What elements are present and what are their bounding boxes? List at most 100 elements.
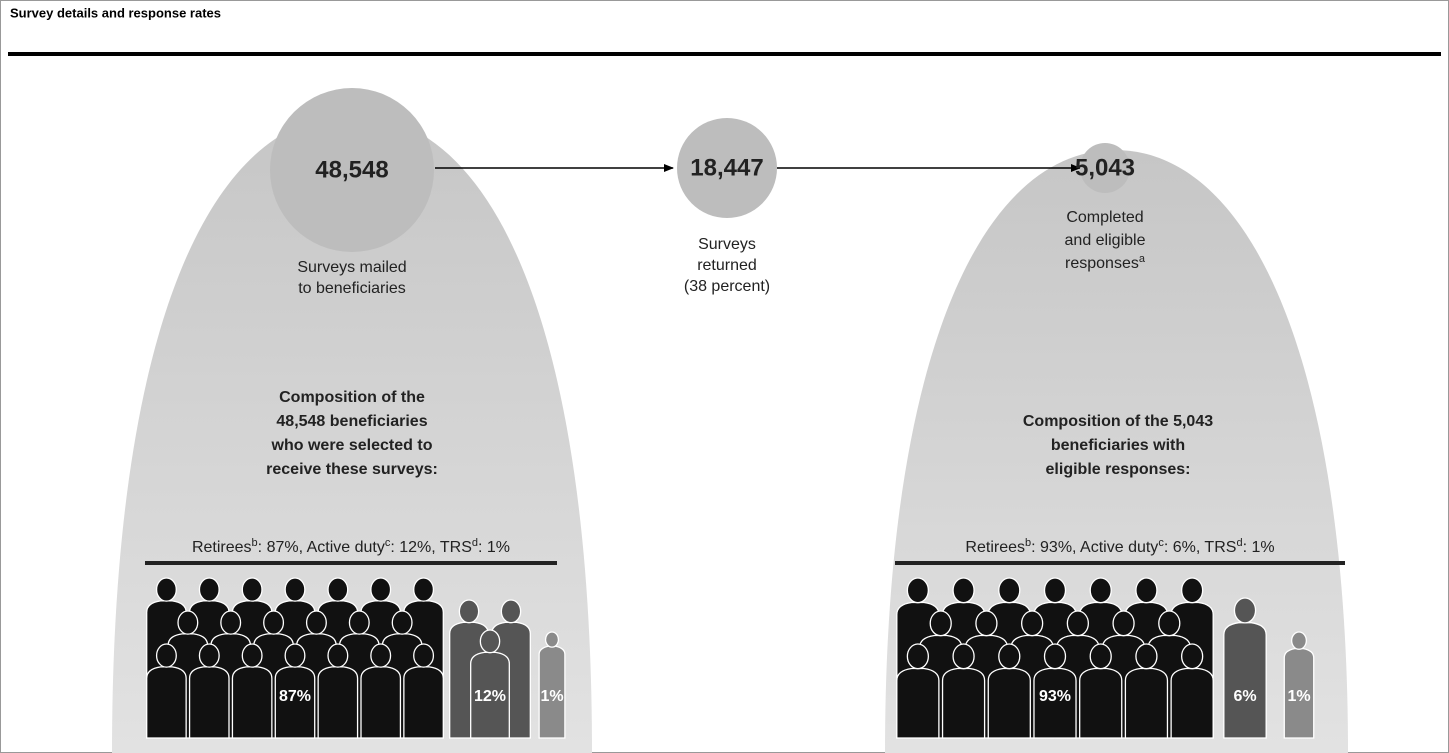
person-group <box>1223 597 1267 739</box>
person-head <box>391 610 413 635</box>
stage-label: responsesa <box>1065 253 1146 272</box>
breakdown-text: : 6%, TRS <box>1164 539 1237 556</box>
breakdown-text: : 1% <box>1243 539 1275 556</box>
breakdown-text: : 93%, Active duty <box>1031 539 1158 556</box>
person-head <box>1043 643 1067 670</box>
person <box>1033 667 1077 739</box>
stage-label-text: to beneficiaries <box>298 280 406 297</box>
group-percent: 87% <box>279 688 311 705</box>
person-group <box>449 599 531 739</box>
person-head <box>1066 610 1089 637</box>
composition-breakdown: Retireesb: 93%, Active dutyc: 6%, TRSd: … <box>965 537 1274 556</box>
footnote-mark: d <box>472 537 478 549</box>
breakdown-text: Retirees <box>192 539 252 556</box>
stage-label: Surveys <box>698 236 756 253</box>
person-head <box>198 643 220 668</box>
person <box>987 667 1031 739</box>
stage-circle <box>677 118 777 218</box>
person-head <box>906 577 929 604</box>
stage-circle <box>1080 143 1130 193</box>
stage-label: returned <box>697 257 757 274</box>
person-group <box>896 577 1214 739</box>
person-head <box>327 643 349 668</box>
person <box>146 666 187 739</box>
person <box>1170 667 1214 739</box>
group-percent: 93% <box>1039 688 1071 705</box>
stage-label-text: responses <box>1065 255 1139 272</box>
person <box>1124 667 1169 739</box>
right-dome <box>885 150 1348 753</box>
stage-label: and eligible <box>1065 232 1146 249</box>
person-head <box>155 643 177 668</box>
person-head <box>1135 643 1158 670</box>
person-head <box>305 610 327 635</box>
person-head <box>1089 643 1112 670</box>
footnote-mark: a <box>1139 253 1146 265</box>
group-percent: 6% <box>1233 688 1256 705</box>
composition-heading: Composition of the <box>279 389 425 406</box>
footnote-mark: c <box>1158 537 1164 549</box>
person-head <box>1135 577 1158 604</box>
stage-label: Surveys mailed <box>297 259 406 276</box>
person-head <box>500 599 522 624</box>
person-head <box>1043 577 1067 604</box>
composition-rule <box>895 561 1345 565</box>
person <box>360 666 402 739</box>
group-percent: 1% <box>1287 688 1310 705</box>
footnote-mark: d <box>1236 537 1242 549</box>
person <box>403 666 444 739</box>
person-head <box>263 610 285 635</box>
person-head <box>241 643 263 668</box>
stage-label-text: Completed <box>1066 209 1143 226</box>
person-head <box>544 631 560 648</box>
person-head <box>370 577 392 602</box>
breakdown-text: : 12%, TRS <box>390 539 472 556</box>
breakdown-text: : 87%, Active duty <box>258 539 385 556</box>
breakdown-text: Retirees <box>965 539 1025 556</box>
person-head <box>413 643 435 668</box>
composition-heading: 48,548 beneficiaries <box>276 413 427 430</box>
left-dome <box>112 115 592 753</box>
person-head <box>998 577 1021 604</box>
title-rule <box>8 52 1441 56</box>
person-head <box>952 643 975 670</box>
person-head <box>1233 597 1257 624</box>
person <box>188 666 230 739</box>
person-head <box>952 577 975 604</box>
person-head <box>241 577 263 602</box>
stage-number: 5,043 <box>1075 154 1135 181</box>
stage-label-text: (38 percent) <box>684 278 770 295</box>
person-head <box>975 610 998 637</box>
person-head <box>1112 610 1135 637</box>
person-group <box>146 577 444 739</box>
person <box>231 666 273 739</box>
stage-label: Completed <box>1066 209 1143 226</box>
stage-label: to beneficiaries <box>298 280 406 297</box>
person <box>470 651 510 739</box>
person-head <box>284 577 306 602</box>
person-head <box>220 610 242 635</box>
person-head <box>177 610 199 635</box>
person <box>274 666 316 739</box>
person-head <box>998 643 1021 670</box>
title: Survey details and response rates <box>10 5 221 20</box>
stage-label: (38 percent) <box>684 278 770 295</box>
person-head <box>155 577 177 602</box>
group-percent: 1% <box>540 688 563 705</box>
footnote-mark: b <box>252 537 258 549</box>
footnote-mark: b <box>1025 537 1031 549</box>
breakdown-text: : 1% <box>478 539 510 556</box>
person-head <box>370 643 392 668</box>
composition-heading: beneficiaries with <box>1051 437 1185 454</box>
composition-rule <box>145 561 557 565</box>
person <box>317 666 359 739</box>
person-group <box>538 631 566 739</box>
composition-heading: eligible responses: <box>1046 461 1191 478</box>
composition-heading: who were selected to <box>271 437 433 454</box>
person <box>1079 667 1123 739</box>
composition-heading: receive these surveys: <box>266 461 438 478</box>
person-head <box>479 629 501 654</box>
person <box>1223 622 1267 739</box>
stage-label-text: Surveys mailed <box>297 259 406 276</box>
